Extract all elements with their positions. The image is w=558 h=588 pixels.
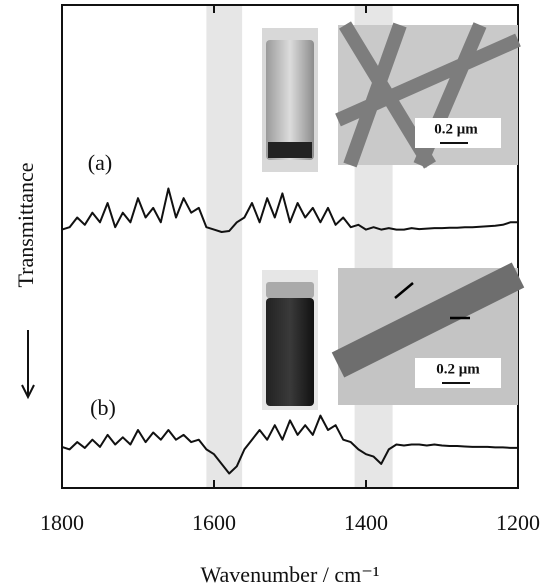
- vial: [266, 40, 314, 160]
- vial-cap: [266, 282, 314, 298]
- sediment: [268, 142, 312, 158]
- annotation: (a): [88, 150, 112, 175]
- shaded-region: [206, 5, 243, 488]
- arrows: [394, 282, 470, 320]
- spectrum-line: [61, 414, 518, 475]
- x-tick-label: 1600: [192, 510, 236, 535]
- annotation: (b): [90, 395, 116, 420]
- plot-frame: [61, 4, 519, 489]
- nanotube: [331, 262, 525, 378]
- x-axis-label: Wavenumber / cm⁻¹: [201, 562, 380, 587]
- x-tick-label: 1400: [344, 510, 388, 535]
- scale-label: 0.2 μm: [436, 361, 480, 377]
- x-tick-label: 1800: [40, 510, 84, 535]
- y-axis-label: Transmittance: [13, 162, 38, 287]
- vial: [266, 298, 314, 406]
- x-tick-label: 1200: [496, 510, 540, 535]
- scale-label: 0.2 μm: [434, 121, 478, 137]
- nanotubes: [335, 21, 521, 169]
- spectrum-line: [61, 187, 518, 233]
- y-arrow: [21, 330, 35, 400]
